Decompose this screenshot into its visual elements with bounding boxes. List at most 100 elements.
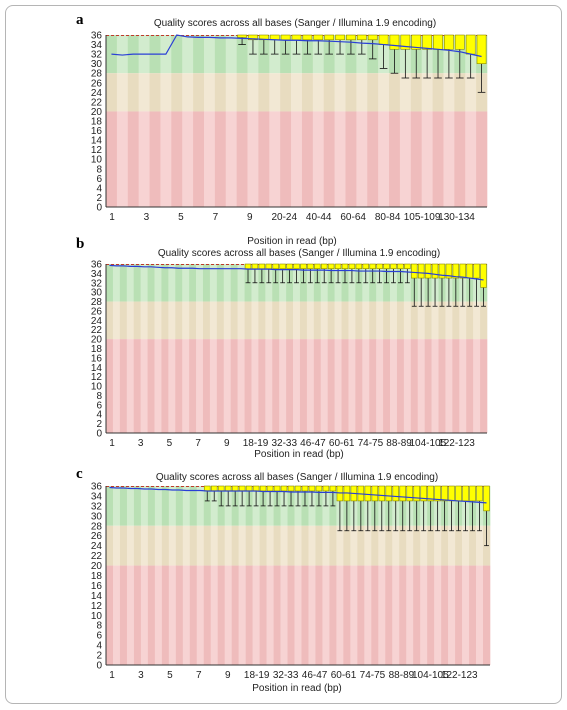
iqr-box <box>420 485 427 502</box>
y-tick-label: 2 <box>96 651 102 662</box>
iqr-box <box>448 485 455 502</box>
good-zone-stripe <box>140 486 149 526</box>
medium-zone-stripe <box>237 301 245 340</box>
poor-zone-stripe <box>238 565 246 665</box>
good-zone-stripe <box>126 486 135 526</box>
y-tick-label: 28 <box>91 521 103 532</box>
x-tick-label: 130-134 <box>438 212 475 223</box>
medium-zone-stripe <box>189 525 198 566</box>
y-tick-label: 36 <box>91 31 103 42</box>
medium-zone-stripe <box>378 73 390 112</box>
medium-zone-stripe <box>417 301 425 340</box>
good-zone-stripe <box>168 486 177 526</box>
y-tick-label: 22 <box>91 97 103 108</box>
medium-zone-stripe <box>244 301 252 340</box>
iqr-box <box>335 34 345 41</box>
medium-zone-stripe <box>376 301 384 340</box>
medium-zone-stripe <box>322 525 330 566</box>
medium-zone-stripe <box>106 73 118 112</box>
poor-zone-stripe <box>455 565 463 665</box>
poor-zone-stripe <box>258 111 270 207</box>
good-zone-stripe <box>161 486 170 526</box>
iqr-box <box>279 263 286 269</box>
good-zone-stripe <box>216 264 225 302</box>
medium-zone-stripe <box>438 301 446 340</box>
poor-zone-stripe <box>116 111 129 207</box>
medium-zone-stripe <box>140 525 149 566</box>
medium-zone-stripe <box>210 525 219 566</box>
iqr-box <box>308 485 316 492</box>
poor-zone-stripe <box>301 111 314 207</box>
medium-zone-stripe <box>350 525 358 566</box>
poor-zone-stripe <box>364 565 372 665</box>
iqr-box <box>383 263 390 269</box>
poor-zone-stripe <box>251 339 259 433</box>
medium-zone-stripe <box>413 525 421 566</box>
x-tick-label: 32-33 <box>273 670 299 681</box>
medium-zone-stripe <box>160 73 172 112</box>
medium-zone-stripe <box>182 525 191 566</box>
iqr-box <box>411 34 422 50</box>
poor-zone-stripe <box>160 111 172 207</box>
poor-zone-stripe <box>421 111 433 207</box>
medium-zone-stripe <box>247 73 259 112</box>
poor-zone-stripe <box>112 565 121 665</box>
good-zone-stripe <box>196 486 205 526</box>
poor-zone-stripe <box>443 111 455 207</box>
good-zone-stripe <box>189 264 197 302</box>
panel-c: c Quality scores across all bases (Sange… <box>76 466 491 694</box>
poor-zone-stripe <box>138 111 150 207</box>
y-tick-label: 2 <box>96 193 102 204</box>
poor-zone-stripe <box>357 565 365 665</box>
poor-zone-stripe <box>154 565 163 665</box>
iqr-box <box>231 485 239 492</box>
poor-zone-stripe <box>175 565 184 665</box>
medium-zone-stripe <box>231 525 239 566</box>
x-tick-label: 122-123 <box>441 670 478 681</box>
y-tick-label: 32 <box>91 50 103 61</box>
poor-zone-stripe <box>252 565 260 665</box>
y-tick-label: 30 <box>91 59 103 70</box>
poor-zone-stripe <box>258 339 266 433</box>
y-tick-label: 34 <box>91 491 103 502</box>
poor-zone-stripe <box>459 339 467 433</box>
medium-zone-stripe <box>189 301 197 340</box>
y-tick-label: 4 <box>96 183 102 194</box>
y-tick-label: 6 <box>96 631 102 642</box>
y-tick-label: 32 <box>91 278 103 289</box>
iqr-box <box>259 485 267 492</box>
iqr-box <box>252 485 260 492</box>
medium-zone-stripe <box>196 525 205 566</box>
poor-zone-stripe <box>280 111 292 207</box>
poor-zone-stripe <box>306 339 315 433</box>
medium-zone-stripe <box>230 301 238 340</box>
iqr-box <box>433 34 443 50</box>
poor-zone-stripe <box>441 565 449 665</box>
medium-zone-stripe <box>216 301 225 340</box>
good-zone-stripe <box>106 486 114 526</box>
poor-zone-stripe <box>473 339 481 433</box>
poor-zone-stripe <box>452 339 460 433</box>
medium-zone-stripe <box>420 525 428 566</box>
poor-zone-stripe <box>454 111 466 207</box>
medium-zone-stripe <box>389 73 401 112</box>
poor-zone-stripe <box>231 565 239 665</box>
y-tick-label: 18 <box>91 344 103 355</box>
medium-zone-stripe <box>462 525 470 566</box>
iqr-box <box>307 263 314 269</box>
iqr-box <box>287 485 295 492</box>
medium-zone-stripe <box>369 301 377 340</box>
iqr-box <box>462 485 469 502</box>
poor-zone-stripe <box>434 565 442 665</box>
iqr-box <box>476 34 487 64</box>
x-axis-label: Position in read (bp) <box>247 236 337 247</box>
medium-zone-stripe <box>116 73 129 112</box>
medium-zone-stripe <box>168 525 177 566</box>
poor-zone-stripe <box>345 111 357 207</box>
medium-zone-stripe <box>280 73 292 112</box>
poor-zone-stripe <box>350 565 358 665</box>
medium-zone-stripe <box>396 301 405 340</box>
